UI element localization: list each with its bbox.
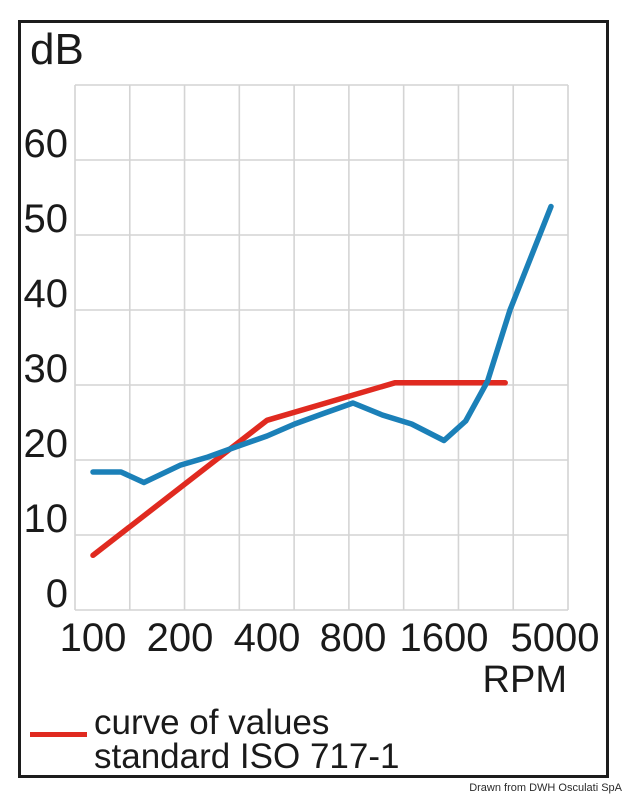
legend-label: curve of values standard ISO 717-1 <box>94 703 400 776</box>
svg-text:200: 200 <box>147 616 214 660</box>
svg-text:100: 100 <box>60 616 127 660</box>
chart-frame <box>18 20 609 778</box>
svg-text:0: 0 <box>46 572 68 616</box>
y-axis-unit-label: dB <box>30 25 84 74</box>
svg-text:5000: 5000 <box>511 616 600 660</box>
legend-line-swatch <box>30 732 87 737</box>
svg-text:60: 60 <box>24 122 69 166</box>
svg-text:50: 50 <box>24 197 69 241</box>
svg-text:800: 800 <box>320 616 387 660</box>
svg-text:30: 30 <box>24 347 69 391</box>
svg-text:20: 20 <box>24 422 69 466</box>
legend-label-line1: curve of values <box>94 703 330 742</box>
x-axis-unit-label: RPM <box>482 659 567 701</box>
svg-text:1600: 1600 <box>400 616 489 660</box>
credit-text: Drawn from DWH Osculati SpA <box>469 782 622 794</box>
svg-text:10: 10 <box>24 497 69 541</box>
svg-text:400: 400 <box>234 616 301 660</box>
svg-text:40: 40 <box>24 272 69 316</box>
legend-label-line2: standard ISO 717-1 <box>94 737 400 776</box>
